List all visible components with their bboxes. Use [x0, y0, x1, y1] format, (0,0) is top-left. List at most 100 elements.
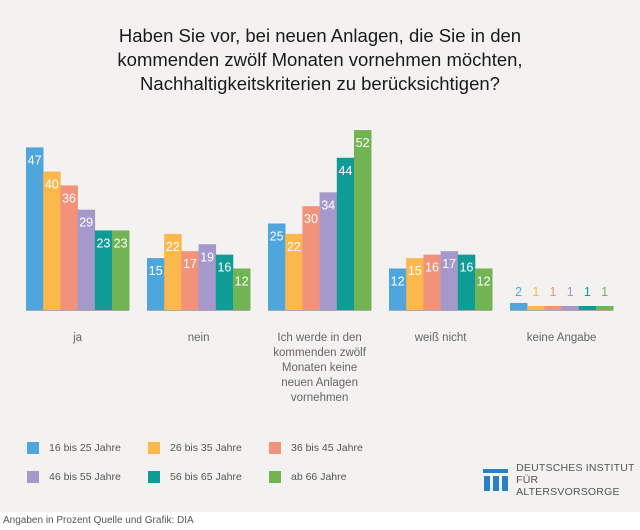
bar-value-label: 25: [270, 230, 284, 244]
bar: [457, 254, 476, 310]
bar: [475, 268, 493, 310]
bar-value-label: 1: [584, 285, 591, 299]
bar: [423, 254, 441, 310]
category-label: weiß nicht: [381, 331, 501, 346]
bar: [406, 258, 424, 310]
title-line: Haben Sie vor, bei neuen Anlagen, die Si…: [118, 25, 522, 46]
legend-item: 26 bis 35 Jahre: [148, 442, 242, 454]
bar-value-label: 1: [532, 285, 539, 299]
category-label: keine Angabe: [502, 331, 622, 346]
legend-label: 56 bis 65 Jahre: [170, 471, 242, 483]
bar-value-label: 16: [425, 261, 439, 275]
bar-value-label: 12: [391, 274, 405, 288]
bar-value-label: 44: [338, 164, 352, 178]
bar-value-label: 34: [321, 198, 335, 212]
legend-item: 46 bis 55 Jahre: [27, 471, 121, 483]
bar-value-label: 1: [550, 285, 557, 299]
bar-value-label: 12: [235, 274, 249, 288]
bar-value-label: 16: [217, 261, 231, 275]
bar: [302, 206, 320, 310]
bar-value-label: 23: [96, 236, 110, 250]
bar-value-label: 19: [200, 250, 214, 264]
bar: [389, 268, 407, 310]
bar: [215, 254, 234, 310]
category-label-line: keine Angabe: [526, 332, 597, 344]
legend-swatch: [27, 471, 39, 483]
bar: [561, 306, 580, 310]
bar: [319, 192, 338, 310]
category-label-line: ja: [73, 332, 83, 344]
legend-item: ab 66 Jahre: [269, 471, 346, 483]
bar-value-label: 2: [515, 285, 522, 299]
bar: [147, 258, 165, 310]
bar-value-label: 1: [567, 285, 574, 299]
category-label-line: neuen Anlagen: [281, 377, 358, 389]
category-label-line: weiß nicht: [414, 332, 467, 344]
legend-swatch: [269, 442, 281, 454]
category-label-line: vornehmen: [290, 392, 349, 404]
category-label-line: Ich werde in den: [277, 332, 362, 344]
legend-label: 36 bis 45 Jahre: [291, 442, 363, 454]
bar-value-label: 22: [287, 240, 301, 254]
legend-label: 46 bis 55 Jahre: [49, 471, 121, 483]
bar: [268, 223, 286, 310]
bar: [181, 251, 199, 310]
dia-logo-icon: [483, 469, 509, 491]
bar: [510, 303, 528, 310]
bar-value-label: 52: [356, 136, 370, 150]
footer-source: Angaben in Prozent Quelle und Grafik: DI…: [3, 515, 194, 526]
bar: [285, 233, 303, 310]
bar: [440, 251, 459, 310]
legend-item: 16 bis 25 Jahre: [27, 442, 121, 454]
bar-value-label: 16: [459, 261, 473, 275]
bar-value-label: 17: [183, 257, 197, 271]
title-line: kommenden zwölf Monaten vornehmen möchte…: [117, 49, 523, 70]
bar: [336, 157, 355, 310]
bar: [544, 306, 562, 310]
category-label-line: Monaten keine: [281, 362, 358, 374]
bar-value-label: 1: [601, 285, 608, 299]
bar: [527, 306, 545, 310]
bar: [43, 171, 61, 310]
legend-item: 36 bis 45 Jahre: [269, 442, 363, 454]
logo-line-1: DEUTSCHES INSTITUT: [516, 462, 635, 474]
bar-value-label: 47: [28, 153, 42, 167]
bar-value-label: 22: [166, 240, 180, 254]
dia-logo: DEUTSCHES INSTITUT FÜR ALTERSVORSORGE: [483, 462, 640, 498]
legend-swatch: [148, 471, 160, 483]
bar: [198, 244, 217, 310]
bar: [26, 147, 44, 310]
bar: [112, 230, 130, 310]
legend-item: 56 bis 65 Jahre: [148, 471, 242, 483]
legend-swatch: [269, 471, 281, 483]
bar-value-label: 40: [45, 178, 59, 192]
bar: [94, 230, 113, 310]
bar-value-label: 36: [62, 191, 76, 205]
legend-swatch: [148, 442, 160, 454]
bar-value-label: 12: [477, 274, 491, 288]
bar-value-label: 17: [442, 257, 456, 271]
category-label: Ich werde in den kommenden zwölf Monaten k…: [260, 331, 380, 406]
category-label-line: kommenden zwölf: [273, 347, 366, 359]
category-label-line: nein: [187, 332, 210, 344]
title-line: Nachhaltigkeitskriterien zu berücksichti…: [140, 73, 500, 94]
legend-swatch: [27, 442, 39, 454]
bar: [164, 233, 182, 310]
chart-title: Haben Sie vor, bei neuen Anlagen, die Si…: [0, 24, 640, 96]
legend-label: 26 bis 35 Jahre: [170, 442, 242, 454]
legend-label: 16 bis 25 Jahre: [49, 442, 121, 454]
bar-value-label: 15: [149, 264, 163, 278]
bar-value-label: 30: [304, 212, 318, 226]
bar-value-label: 29: [79, 216, 93, 230]
bar-value-label: 15: [408, 264, 422, 278]
category-label: nein: [139, 331, 259, 346]
logo-line-2: FÜR ALTERSVORSORGE: [516, 474, 620, 498]
bar: [578, 306, 597, 310]
bar: [60, 185, 78, 310]
category-label: ja: [18, 331, 138, 346]
